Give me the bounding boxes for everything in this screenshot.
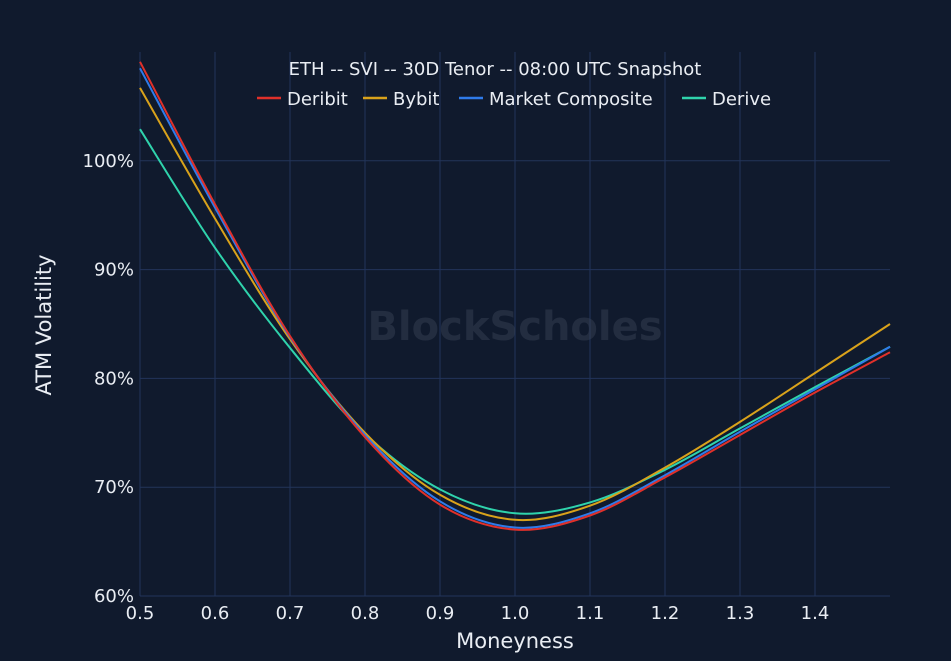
series-lines: [139, 61, 891, 531]
series-line-bybit: [139, 87, 891, 522]
y-tick-label: 100%: [83, 151, 134, 172]
x-tick-label: 0.6: [201, 603, 230, 624]
y-tick-label: 60%: [94, 586, 134, 607]
legend: Deribit Bybit Market Composite Derive: [257, 89, 771, 110]
watermark: BlockScholes: [367, 304, 662, 350]
series-line-market-composite: [139, 67, 891, 529]
x-axis-title: Moneyness: [456, 629, 574, 653]
legend-label-deribit: Deribit: [287, 89, 348, 110]
y-axis-ticks: 60% 70% 80% 90% 100%: [83, 151, 134, 607]
x-tick-label: 0.8: [351, 603, 380, 624]
y-tick-label: 80%: [94, 368, 134, 389]
x-tick-label: 1.1: [576, 603, 605, 624]
y-tick-label: 70%: [94, 477, 134, 498]
chart-title: ETH -- SVI -- 30D Tenor -- 08:00 UTC Sna…: [289, 59, 702, 80]
series-line-deribit: [139, 61, 891, 531]
x-tick-label: 1.3: [726, 603, 755, 624]
x-tick-label: 1.4: [801, 603, 830, 624]
x-tick-label: 0.9: [426, 603, 455, 624]
series-line-derive: [139, 128, 891, 515]
x-axis-ticks: 0.5 0.6 0.7 0.8 0.9 1.0 1.1 1.2 1.3 1.4: [126, 603, 830, 624]
legend-label-bybit: Bybit: [393, 89, 440, 110]
grid: [139, 52, 890, 597]
x-tick-label: 1.0: [501, 603, 530, 624]
legend-label-market-composite: Market Composite: [489, 89, 653, 110]
y-tick-label: 90%: [94, 260, 134, 281]
y-axis-title: ATM Volatility: [32, 254, 56, 395]
legend-label-derive: Derive: [712, 89, 771, 110]
x-tick-label: 0.5: [126, 603, 155, 624]
x-tick-label: 0.7: [276, 603, 305, 624]
x-tick-label: 1.2: [651, 603, 680, 624]
